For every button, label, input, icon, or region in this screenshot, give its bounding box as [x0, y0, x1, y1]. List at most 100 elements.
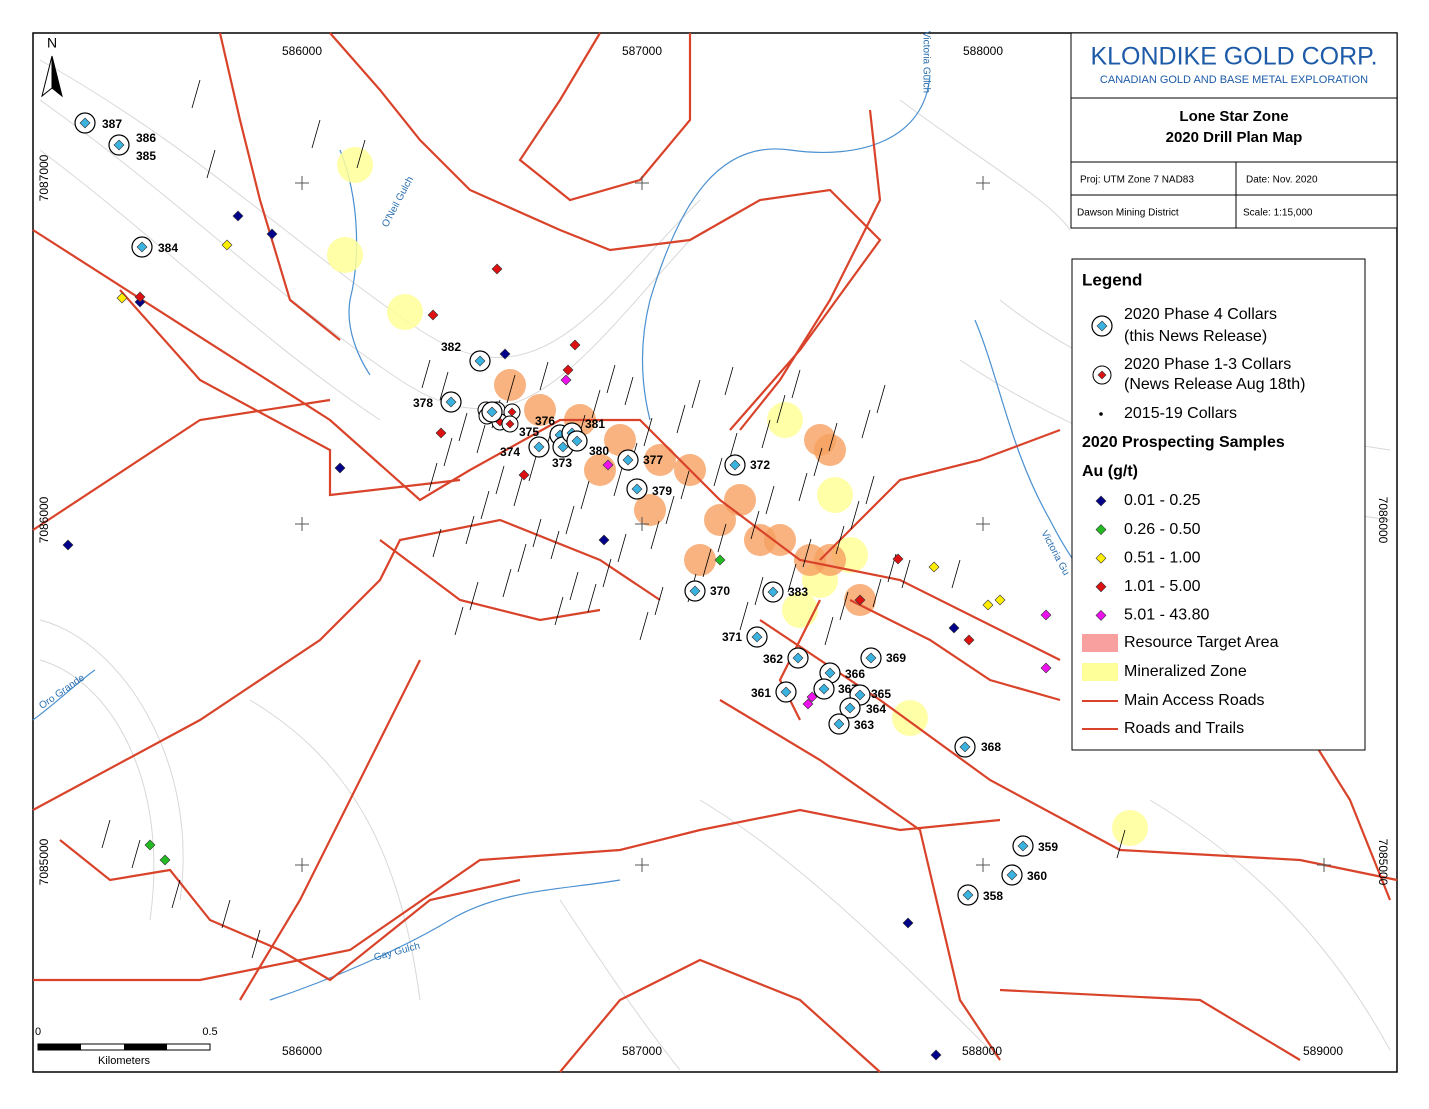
collar-label: 360	[1027, 869, 1047, 883]
legend-area-icon	[1082, 634, 1118, 652]
phase4-collar-mark	[689, 585, 701, 597]
drill-trace	[356, 139, 366, 169]
sample	[159, 854, 171, 866]
sample	[266, 228, 278, 240]
collar-label: 386	[136, 131, 156, 145]
sample	[569, 339, 581, 351]
collar-label: 384	[158, 241, 178, 255]
legend-text: 2020 Prospecting Samples	[1082, 434, 1285, 451]
legend-text: 0.26 - 0.50	[1124, 521, 1201, 538]
tagline: CANADIAN GOLD AND BASE METAL EXPLORATION	[1100, 74, 1368, 86]
drill-trace	[469, 581, 479, 611]
collar-label: 368	[981, 740, 1001, 754]
legend-text: Au (g/t)	[1082, 463, 1138, 480]
drill-trace	[587, 583, 597, 613]
phase4-collar-mark	[1006, 869, 1018, 881]
phase4-collar-mark	[486, 406, 498, 418]
sample	[854, 594, 866, 606]
legend-text: Legend	[1082, 270, 1142, 289]
sample	[1040, 662, 1052, 674]
streams	[32, 74, 1161, 1001]
phase4-collar-mark	[557, 441, 569, 453]
drill-trace	[476, 424, 486, 454]
drill-trace	[191, 79, 201, 109]
drill-trace	[517, 543, 527, 573]
north-label: N	[47, 35, 57, 51]
drill-trace	[765, 485, 775, 515]
drill-trace	[876, 384, 886, 414]
legend: Legend 2020 Phase 4 Collars (this News Rel…	[1071, 258, 1366, 751]
drill-trace	[791, 369, 801, 399]
phase4-collar-mark	[833, 718, 845, 730]
phase13-collar-mark	[505, 419, 515, 429]
collar-label: 376	[535, 414, 555, 428]
date: Date: Nov. 2020	[1246, 175, 1318, 186]
collar-label: 383	[788, 585, 808, 599]
legend-range-icon	[1095, 581, 1107, 593]
mineralized-zone	[1112, 810, 1148, 846]
sample	[116, 292, 128, 304]
sample	[560, 374, 572, 386]
drill-trace	[528, 452, 538, 482]
legend-phase13-mark	[1097, 370, 1107, 380]
grid-label: 589000	[1303, 1044, 1343, 1058]
map-title: Lone Star Zone	[1179, 108, 1288, 125]
drill-trace	[680, 470, 690, 500]
drill-trace	[624, 376, 634, 406]
collar-label: 359	[1038, 840, 1058, 854]
drill-trace	[676, 404, 686, 434]
collar-label: 366	[845, 667, 865, 681]
legend-text: 0.01 - 0.25	[1124, 492, 1201, 509]
drill-trace	[131, 839, 141, 869]
phase4-collar-mark	[571, 435, 583, 447]
resource-zone	[724, 484, 756, 516]
phase4-collar-mark	[824, 667, 836, 679]
map-subtitle: 2020 Drill Plan Map	[1166, 129, 1303, 146]
collar-label: 382	[441, 340, 461, 354]
phase4-collar-mark	[113, 139, 125, 151]
drill-trace	[1116, 829, 1126, 859]
drill-trace	[439, 371, 449, 401]
sample	[134, 291, 146, 303]
drill-trace	[750, 510, 760, 540]
drill-trace	[617, 533, 627, 563]
grid-label: 587000	[622, 44, 662, 58]
legend-phase4-icon-mark	[1096, 320, 1108, 332]
sample	[499, 348, 511, 360]
phase4-collar-mark	[622, 454, 634, 466]
drill-trace	[502, 568, 512, 598]
drill-trace	[802, 538, 812, 568]
grid-label: 7085000	[37, 838, 51, 885]
legend-text: 1.01 - 5.00	[1124, 578, 1201, 595]
drill-trace	[532, 518, 542, 548]
samples	[62, 79, 1126, 1061]
sample	[602, 459, 614, 471]
collar-label: 371	[722, 630, 742, 644]
collar-label: 369	[886, 651, 906, 665]
stream-label: Victoria Gulch	[920, 31, 931, 93]
drill-trace	[480, 490, 490, 520]
sample	[518, 469, 530, 481]
collar-label: 358	[983, 889, 1003, 903]
grid-label: 588000	[963, 44, 1003, 58]
drill-trace	[702, 548, 712, 578]
phase4-collar-mark	[854, 689, 866, 701]
mineralized-zone	[817, 477, 853, 513]
grid-label: 7086000	[37, 496, 51, 543]
scale-start: 0	[35, 1026, 41, 1038]
drill-trace	[872, 578, 882, 608]
grid-label: 7086000	[1376, 497, 1390, 544]
phase4-collar-mark	[959, 741, 971, 753]
phase4-collar-mark	[780, 686, 792, 698]
drill-trace	[828, 422, 838, 452]
district: Dawson Mining District	[1077, 208, 1179, 219]
phase4-collar-mark	[1017, 840, 1029, 852]
drill-trace	[443, 437, 453, 467]
drill-trace	[251, 929, 261, 959]
drill-trace	[311, 119, 321, 149]
collar-label: 387	[102, 117, 122, 131]
sample	[930, 1049, 942, 1061]
phase4-collar-mark	[445, 396, 457, 408]
resource-zone	[494, 369, 526, 401]
mineralized-zone	[892, 700, 928, 736]
